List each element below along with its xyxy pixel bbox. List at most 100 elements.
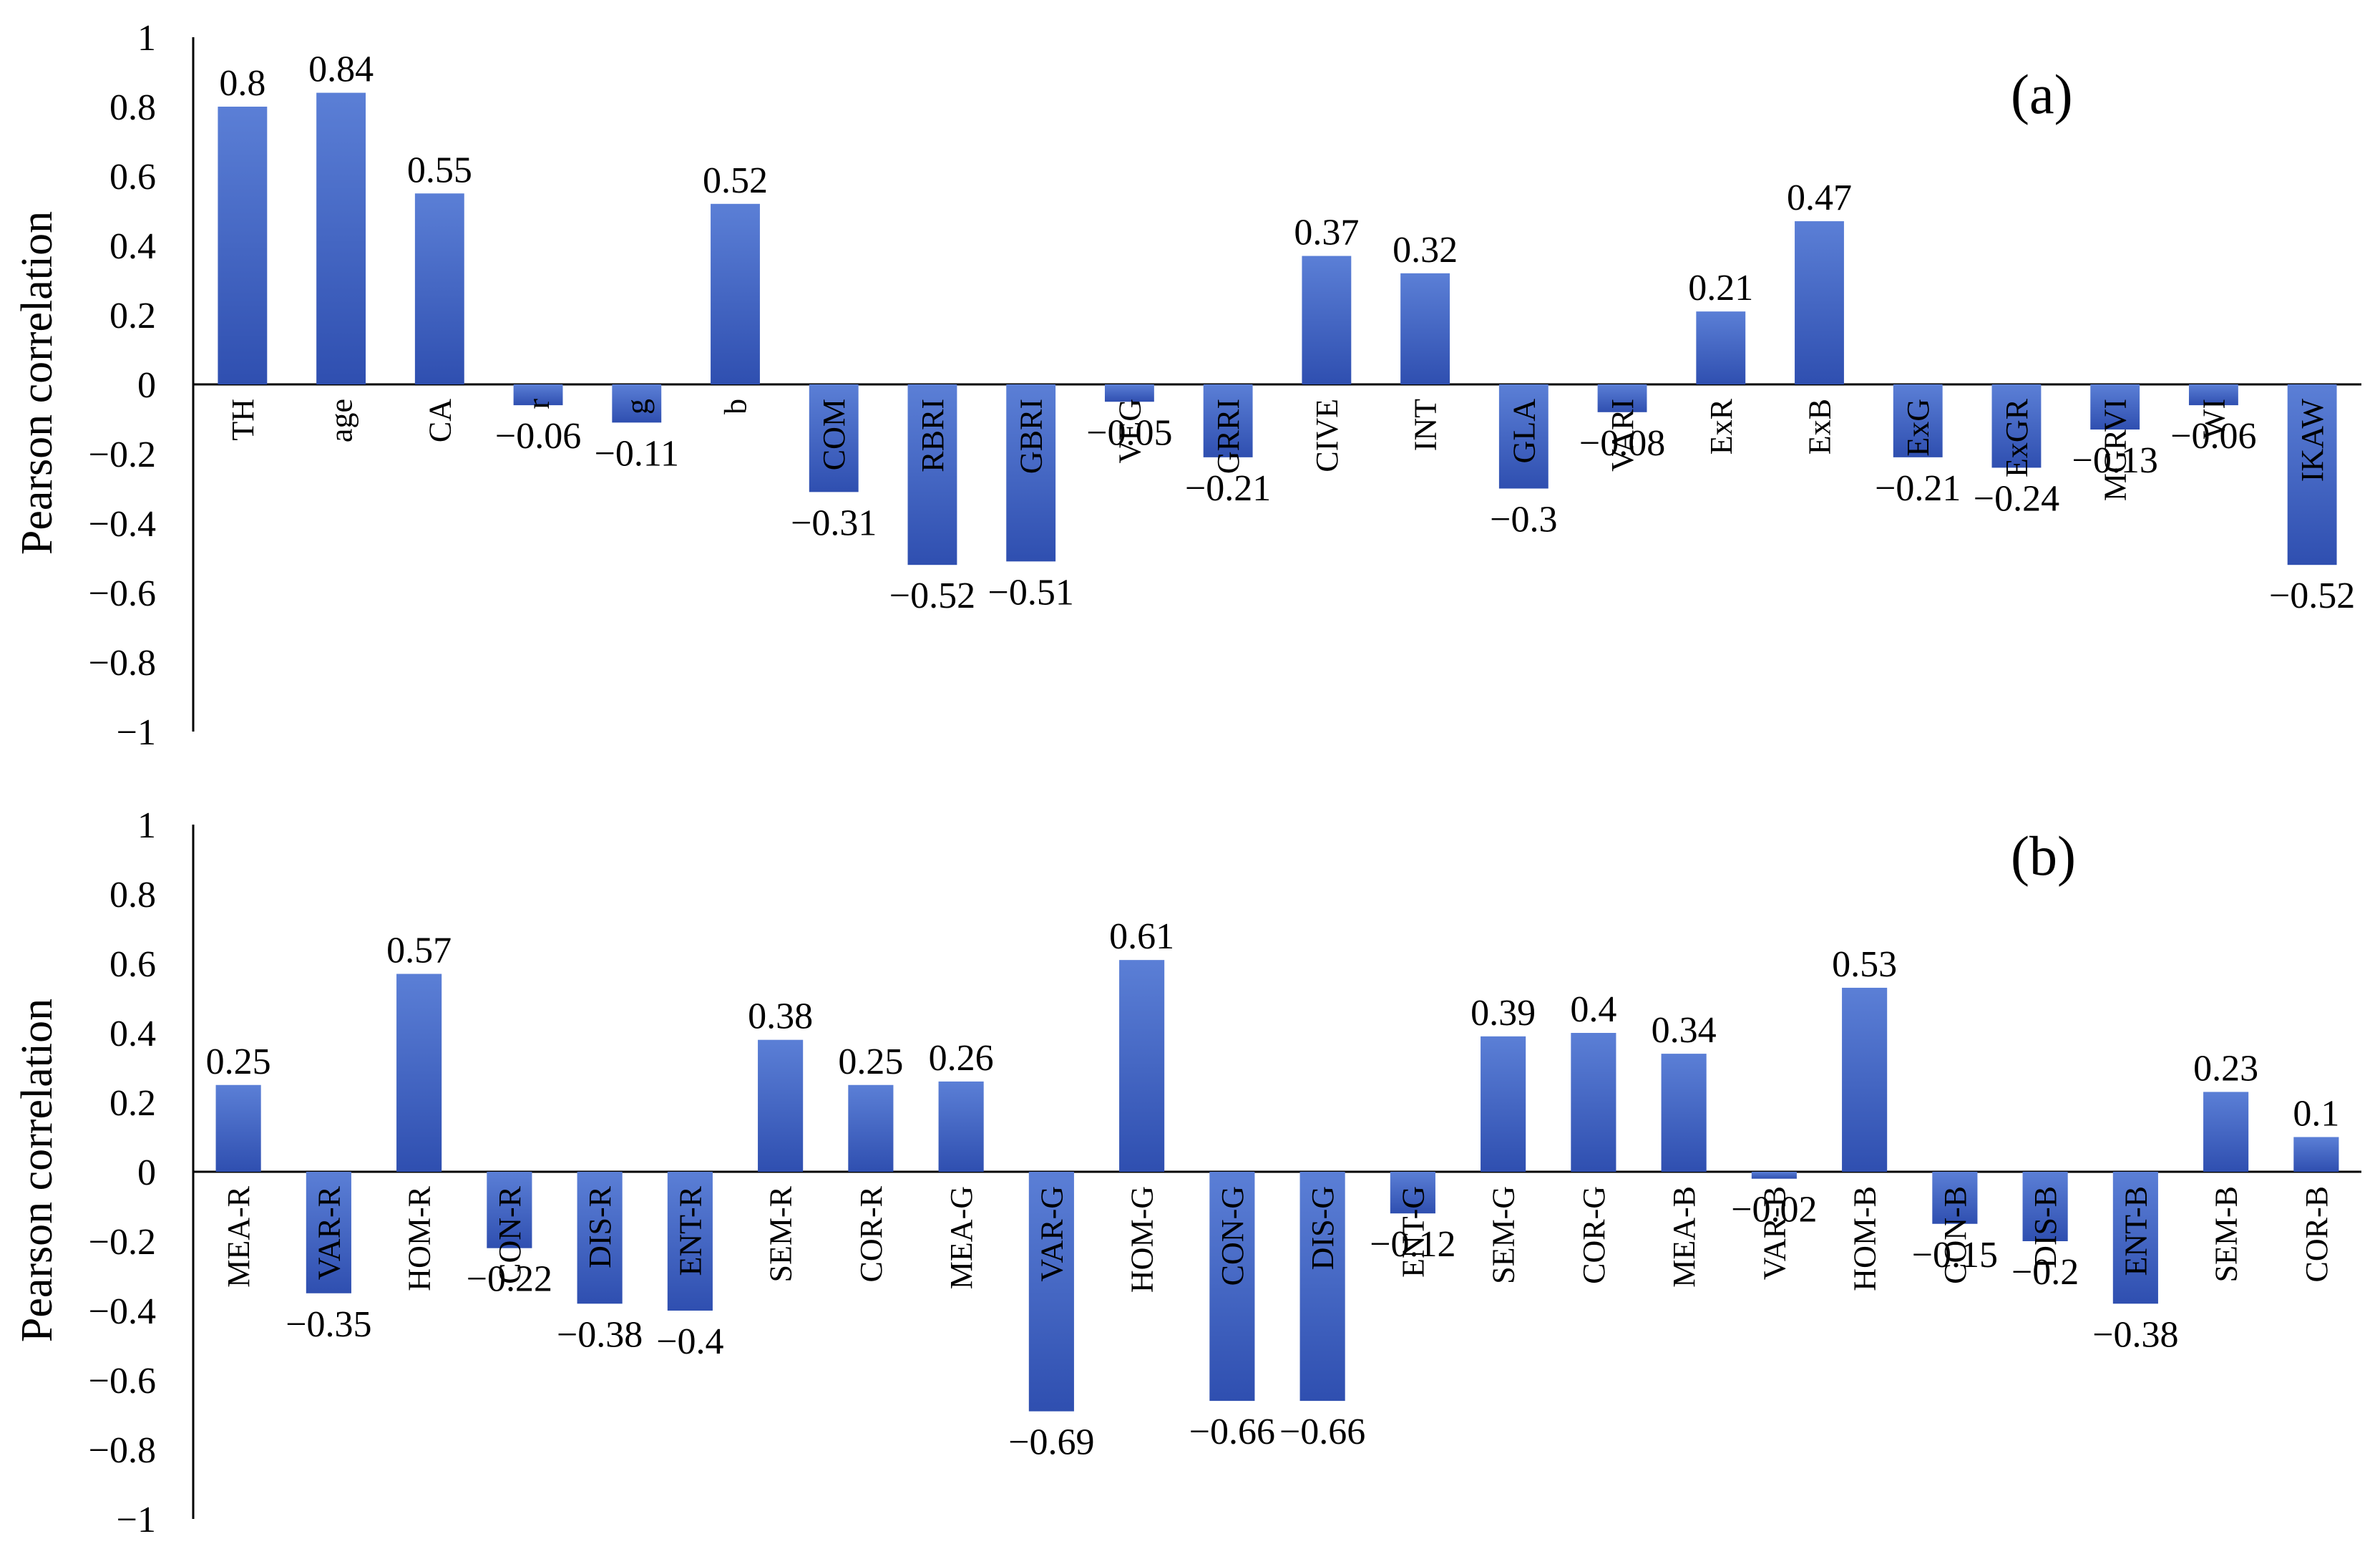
bar	[848, 1084, 894, 1172]
data-label: −0.02	[1731, 1190, 1817, 1230]
bar	[1481, 1036, 1526, 1172]
bar	[1390, 1172, 1435, 1214]
bar	[1006, 384, 1056, 562]
data-label: −0.38	[557, 1314, 643, 1355]
y-tick-label: −0.8	[89, 1430, 156, 1471]
data-label: −0.11	[595, 433, 679, 474]
data-label: 0.61	[1109, 916, 1174, 957]
category-label: MGRVI	[2098, 399, 2133, 501]
y-tick-label: 0	[137, 1152, 156, 1193]
panel-label: (a)	[2011, 63, 2073, 125]
bar	[1842, 987, 1888, 1172]
data-label: −0.15	[1912, 1235, 1998, 1276]
data-label: −0.3	[1490, 500, 1557, 540]
data-label: −0.52	[2269, 576, 2355, 616]
category-label: VARI	[1605, 399, 1640, 472]
data-label: 0.84	[308, 49, 374, 90]
bar	[907, 384, 957, 565]
category-label: IKAW	[2295, 399, 2330, 482]
category-label: SEM-G	[1486, 1186, 1521, 1284]
category-label: SEM-B	[2209, 1186, 2244, 1282]
bar	[1661, 1054, 1707, 1172]
bar	[758, 1039, 804, 1172]
y-axis-title: Pearson correlation	[13, 999, 62, 1342]
y-tick-label: 0	[137, 365, 156, 406]
y-tick-label: −0.4	[89, 504, 156, 545]
data-label: −0.4	[656, 1321, 723, 1362]
y-tick-label: −0.2	[89, 434, 156, 475]
bars	[218, 92, 2337, 565]
data-label: 0.34	[1652, 1010, 1717, 1051]
data-label: 0.47	[1787, 178, 1852, 218]
bar	[667, 1172, 713, 1311]
data-label: −0.21	[1185, 468, 1271, 509]
bar	[1203, 384, 1253, 457]
bar	[2112, 1172, 2158, 1304]
data-label: 0.26	[929, 1038, 994, 1079]
y-tick-label: −0.6	[89, 573, 156, 614]
category-label: COR-B	[2299, 1186, 2334, 1282]
category-label: WI	[2196, 399, 2231, 439]
bar	[938, 1081, 984, 1172]
category-label: CON-R	[492, 1185, 527, 1284]
bar	[1893, 384, 1943, 457]
y-tick-label: −1	[117, 712, 156, 753]
data-label: −0.06	[2170, 416, 2256, 457]
category-label: TH	[225, 399, 260, 441]
data-label: −0.06	[495, 416, 581, 457]
bar	[1571, 1033, 1616, 1172]
category-label: DIS-G	[1305, 1186, 1340, 1270]
category-label: ExB	[1803, 399, 1838, 455]
bar	[1696, 311, 1746, 384]
y-tick-label: 0.4	[109, 1014, 156, 1054]
category-label: b	[718, 399, 753, 414]
data-label: 0.53	[1832, 944, 1897, 985]
data-label: −0.21	[1875, 468, 1961, 509]
bar	[2188, 384, 2238, 406]
data-label: −0.69	[1008, 1422, 1094, 1463]
category-label: CIVE	[1310, 399, 1345, 472]
category-label: DIS-R	[582, 1185, 618, 1268]
bar	[577, 1172, 623, 1304]
data-label: −0.31	[791, 502, 877, 543]
y-tick-label: 0.6	[109, 157, 156, 198]
y-tick-label: 0.4	[109, 226, 156, 267]
data-label: −0.66	[1189, 1412, 1275, 1452]
data-label: −0.35	[286, 1304, 371, 1345]
category-label: COR-R	[854, 1185, 889, 1282]
bar	[711, 203, 760, 384]
y-tick-label: −1	[117, 1500, 156, 1540]
data-label: 0.55	[407, 150, 472, 190]
y-tick-label: 0.6	[109, 944, 156, 985]
category-label: ENT-B	[2118, 1186, 2153, 1276]
value-labels: 0.8 0.84 0.55 −0.06 −0.11 0.52 −0.31 −0.52 −0.51…	[219, 49, 2355, 617]
y-axis-title: Pearson correlation	[13, 211, 62, 555]
data-label: 0.37	[1294, 213, 1359, 253]
data-label: −0.51	[988, 572, 1074, 613]
bar	[1119, 960, 1165, 1172]
category-label: g	[620, 399, 655, 414]
bar	[1302, 256, 1352, 384]
bar	[306, 1172, 351, 1293]
bar	[1104, 384, 1154, 402]
data-label: −0.05	[1086, 412, 1172, 453]
category-label: INT	[1408, 399, 1443, 451]
y-tick-label: −0.6	[89, 1361, 156, 1402]
data-label: 0.38	[748, 996, 813, 1037]
category-label: GLA	[1506, 399, 1541, 464]
bars	[215, 960, 2339, 1412]
category-label: GRRI	[1211, 399, 1246, 474]
category-label: MEA-B	[1667, 1186, 1702, 1288]
category-label: MEA-G	[944, 1186, 979, 1289]
data-label: 0.52	[703, 160, 768, 201]
chart-panel-a: Pearson correlation (a) 1 0.8 0.6 0.4 0.2 0 −0…	[13, 18, 2361, 753]
bar	[1991, 384, 2042, 468]
category-label: CA	[422, 399, 457, 442]
bar	[396, 973, 442, 1172]
category-label: GBRI	[1014, 399, 1049, 474]
y-axis-ticks: 1 0.8 0.6 0.4 0.2 0 −0.2 −0.4 −0.6 −0.8 −1	[89, 18, 156, 753]
bar	[1932, 1172, 1978, 1224]
bar	[1209, 1172, 1255, 1402]
category-label: DIS-B	[2028, 1186, 2063, 1268]
